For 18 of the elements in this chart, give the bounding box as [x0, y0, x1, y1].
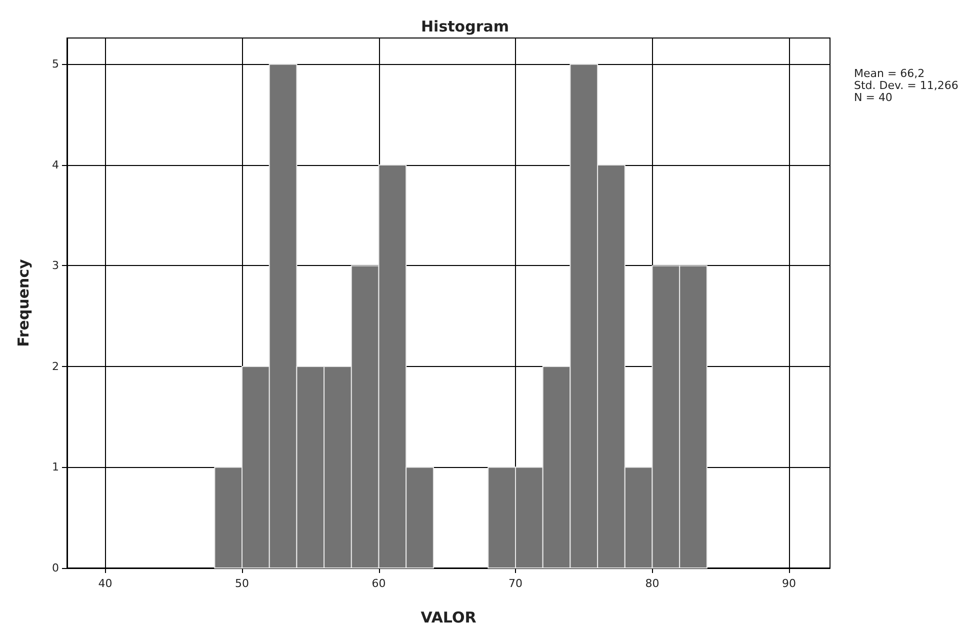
x-tick-label: 90: [782, 577, 796, 590]
y-tick-label: 1: [52, 460, 59, 474]
x-axis-title: VALOR: [420, 608, 477, 626]
text: N = 40: [854, 91, 892, 104]
y-axis-title: Frequency: [14, 258, 32, 347]
chart-title: Histogram: [421, 18, 509, 36]
x-tick-label: 60: [372, 577, 386, 590]
x-tick-label: 50: [235, 577, 250, 590]
text: Std. Dev. = 11,266: [854, 79, 958, 92]
y-tick-label: 0: [52, 562, 59, 574]
y-tick-label: 5: [52, 58, 59, 71]
y-tick-label: 3: [52, 259, 59, 272]
y-tick-label: 2: [52, 360, 59, 373]
y-tick-label: 4: [52, 158, 59, 172]
x-tick-label: 80: [645, 577, 660, 590]
text: Mean = 66,2: [854, 67, 925, 80]
x-tick-label: 70: [508, 577, 522, 590]
x-tick-label: 40: [98, 577, 112, 590]
